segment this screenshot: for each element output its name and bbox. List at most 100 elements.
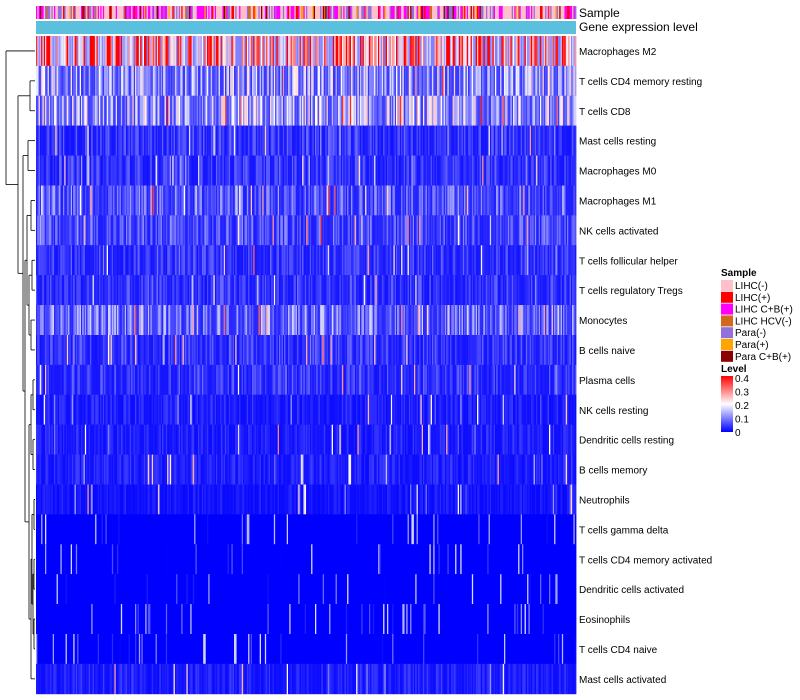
heatmap-cell — [435, 36, 438, 67]
heatmap-cell — [136, 36, 138, 67]
heatmap-cell — [219, 36, 222, 67]
heatmap-cell — [411, 245, 414, 276]
heatmap-cell — [163, 125, 165, 156]
heatmap-cell — [433, 185, 435, 216]
heatmap-cell — [60, 95, 63, 126]
heatmap-cell — [144, 65, 146, 97]
heatmap-cell — [491, 305, 493, 336]
sample-cell — [361, 6, 363, 19]
heatmap-cell — [114, 245, 117, 276]
heatmap-cell — [57, 185, 60, 216]
heatmap-cell — [322, 65, 325, 97]
heatmap-cell — [421, 95, 424, 126]
heatmap-cell — [286, 36, 289, 67]
heatmap-cell — [559, 65, 561, 97]
heatmap-cell — [433, 275, 435, 306]
heatmap-cell — [492, 155, 495, 186]
heatmap-cell — [469, 36, 471, 67]
heatmap-cell — [511, 155, 514, 186]
heatmap-cell — [293, 275, 295, 306]
heatmap-cell — [235, 65, 237, 97]
heatmap-cell — [63, 125, 65, 156]
heatmap-cell — [487, 245, 489, 276]
heatmap-cell — [230, 36, 232, 67]
heatmap-cell — [536, 95, 538, 126]
heatmap-cell — [520, 95, 523, 126]
heatmap-cell — [276, 335, 279, 366]
heatmap-cell — [554, 36, 556, 67]
heatmap-cell — [150, 245, 153, 276]
heatmap-cell — [390, 215, 393, 246]
heatmap-cell — [111, 125, 114, 156]
heatmap-cell — [434, 65, 437, 97]
heatmap-cell — [244, 245, 246, 276]
heatmap-cell — [327, 185, 330, 216]
heatmap-cell — [387, 65, 389, 97]
heatmap-cell — [96, 65, 99, 97]
heatmap-cell — [100, 335, 102, 366]
heatmap-cell — [276, 155, 279, 186]
heatmap-cell — [479, 185, 482, 216]
heatmap-cell — [159, 95, 162, 126]
heatmap-cell — [295, 65, 298, 97]
heatmap-cell — [267, 215, 270, 246]
heatmap-cell — [420, 125, 423, 156]
heatmap-cell — [322, 275, 325, 306]
heatmap-cell — [554, 125, 556, 156]
heatmap-cell — [180, 215, 182, 246]
heatmap-cell — [365, 185, 367, 216]
heatmap-cell — [446, 305, 448, 336]
sample-cell — [204, 6, 207, 19]
heatmap-cell — [195, 185, 198, 216]
heatmap-cell — [149, 125, 151, 156]
heatmap-cell — [520, 155, 523, 186]
heatmap-cell — [446, 245, 448, 276]
heatmap-cell — [176, 335, 178, 366]
heatmap-cell — [138, 95, 141, 126]
heatmap-cell — [537, 36, 540, 67]
heatmap-cell — [248, 215, 250, 246]
heatmap-cell — [416, 305, 419, 336]
heatmap-cell — [549, 125, 551, 156]
heatmap-row — [36, 185, 577, 216]
heatmap-cell — [312, 185, 315, 216]
heatmap-cell — [363, 125, 366, 156]
heatmap-cell — [320, 335, 322, 366]
heatmap-cell — [515, 65, 518, 97]
heatmap-cell — [519, 65, 522, 97]
heatmap-cell — [475, 185, 478, 216]
heatmap-cell — [405, 65, 407, 97]
heatmap-cell — [270, 36, 272, 67]
heatmap-cell — [529, 275, 532, 306]
heatmap-cell — [236, 245, 239, 276]
heatmap-cell — [291, 36, 294, 67]
heatmap-cell — [284, 335, 286, 366]
sample-cell — [126, 6, 128, 19]
heatmap-cell — [38, 185, 41, 216]
heatmap-cell — [353, 215, 356, 246]
heatmap-cell — [495, 36, 497, 67]
heatmap-cell — [522, 275, 524, 306]
heatmap-cell — [289, 36, 291, 67]
heatmap-cell — [105, 245, 108, 276]
heatmap-cell — [523, 125, 525, 156]
heatmap-cell — [249, 305, 252, 336]
heatmap-cell — [425, 305, 428, 336]
heatmap-cell — [39, 245, 42, 276]
heatmap-cell — [127, 95, 129, 126]
heatmap-cell — [87, 275, 90, 306]
heatmap-cell — [356, 215, 358, 246]
heatmap-cell — [55, 125, 57, 156]
heatmap-cell — [219, 95, 222, 126]
sample-cell — [60, 6, 63, 19]
heatmap-cell — [132, 245, 135, 276]
heatmap-cell — [271, 95, 273, 126]
heatmap-cell — [60, 65, 63, 97]
heatmap-cell — [101, 305, 104, 336]
heatmap-cell — [48, 125, 51, 156]
heatmap-cell — [218, 215, 221, 246]
heatmap-cell — [66, 185, 69, 216]
sample-cell — [225, 6, 227, 19]
heatmap-cell — [240, 245, 243, 276]
sample-cell — [77, 6, 79, 19]
